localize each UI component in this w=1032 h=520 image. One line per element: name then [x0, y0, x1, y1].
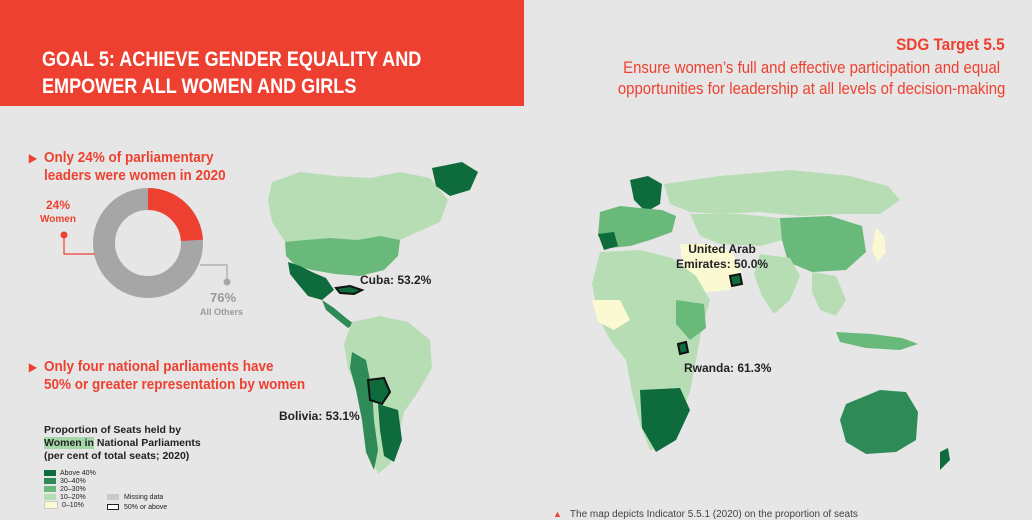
greenland-shape [432, 162, 478, 196]
callout-uae: United Arab Emirates: 50.0% [676, 242, 768, 272]
argentina-shape [378, 404, 402, 462]
legend-items: Above 40% 30–40% 20–30% 10–20% 0–10% [44, 469, 96, 509]
cuba-shape [334, 284, 365, 296]
indonesia-shape [836, 332, 918, 350]
legend-item-label: Above 40% [60, 469, 96, 477]
callout-uae-line2: Emirates: 50.0% [676, 257, 769, 271]
others-leader-line [200, 264, 228, 282]
legend-missing-row: Missing data [107, 492, 167, 502]
legend-title-line3: (per cent of total seats; 2020) [44, 450, 190, 462]
mexico-shape [288, 262, 334, 300]
women-leader-dot [60, 231, 68, 239]
legend-swatch [44, 478, 56, 484]
callout-cuba: Cuba: 53.2% [360, 273, 432, 287]
donut-others-label: All Others [200, 307, 244, 317]
canada-shape [268, 172, 448, 242]
others-leader-dot [223, 278, 231, 286]
rwanda-shape [676, 340, 690, 356]
donut-women-segment [93, 188, 203, 298]
australia-shape [840, 390, 918, 454]
bullet-arrow-icon: ▶ [28, 360, 38, 374]
sdg-target-label: SDG Target 5.5 [896, 35, 1005, 54]
spain-shape [598, 232, 618, 250]
donut-others-percent: 76% [210, 290, 237, 305]
legend-swatch [44, 494, 56, 500]
china-shape [780, 216, 866, 272]
callout-bolivia: Bolivia: 53.1% [279, 409, 360, 423]
legend-missing-label: Missing data [124, 493, 164, 501]
legend-extra: Missing data 50% or above [107, 492, 167, 512]
callout-rwanda: Rwanda: 61.3% [684, 361, 772, 375]
southern-africa-shape [640, 388, 690, 452]
legend-swatch [44, 486, 56, 492]
legend-outline-swatch [107, 504, 119, 510]
legend-swatch [44, 501, 58, 509]
donut-chart [60, 188, 231, 298]
southeast-asia-shape [812, 272, 846, 316]
legend-item: 20–30% [44, 485, 96, 493]
legend-swatch [44, 470, 56, 476]
stat2-line1: Only four national parliaments have [44, 358, 274, 375]
goal-title-line1: GOAL 5: ACHIEVE GENDER EQUALITY AND [42, 48, 422, 71]
russia-shape [664, 170, 900, 216]
stat1-line2: leaders were women in 2020 [44, 167, 226, 184]
legend-item-label: 30–40% [60, 477, 86, 485]
central-america-shape [322, 300, 354, 328]
target-text-line1: Ensure women’s full and effective partic… [622, 58, 1000, 77]
stat-parliaments-50pct: ▶ Only four national parliaments have 50… [29, 358, 306, 394]
legend-item: 10–20% [44, 493, 96, 501]
legend-item: 0–10% [44, 501, 96, 509]
target-text-line2: opportunities for leadership at all leve… [617, 79, 1005, 98]
west-africa-shape [592, 300, 630, 330]
footnote-text: The map depicts Indicator 5.5.1 (2020) o… [569, 509, 858, 520]
japan-shape [872, 228, 886, 262]
east-africa-shape [676, 300, 706, 340]
scandinavia-shape [630, 176, 662, 212]
goal-banner [0, 0, 524, 106]
stat-parliament-leaders: ▶ Only 24% of parliamentary leaders were… [29, 149, 226, 185]
legend-outline-label: 50% or above [124, 503, 168, 511]
bullet-arrow-icon: ▶ [28, 151, 38, 165]
goal-title-line2: EMPOWER ALL WOMEN AND GIRLS [42, 75, 357, 98]
stat1-line1: Only 24% of parliamentary [44, 149, 214, 166]
donut-women-percent: 24% [46, 198, 71, 212]
legend-title-highlight: Women in [44, 437, 94, 449]
women-leader-line [63, 235, 95, 255]
legend-item-label: 20–30% [60, 485, 86, 493]
new-zealand-shape [940, 448, 950, 470]
legend-title: Proportion of Seats held by Women in Nat… [44, 424, 201, 463]
uae-shape [728, 272, 744, 288]
legend-item-label: 10–20% [60, 493, 86, 501]
goal-title: GOAL 5: ACHIEVE GENDER EQUALITY AND EMPO… [42, 46, 421, 100]
central-asia-shape [690, 214, 790, 246]
sdg-target-description: Ensure women’s full and effective partic… [617, 57, 1005, 99]
legend-title-line2-rest: National Parliaments [93, 437, 201, 449]
legend-title-line1: Proportion of Seats held by [44, 424, 182, 436]
bolivia-shape [366, 376, 392, 406]
india-shape [754, 254, 800, 314]
legend-item-label: 0–10% [62, 501, 84, 509]
footnote-triangle-icon: ▲ [553, 509, 562, 519]
callout-uae-line1: United Arab [688, 242, 756, 256]
donut-women-label: Women [40, 214, 76, 225]
legend-item: 30–40% [44, 477, 96, 485]
legend-missing-swatch [107, 494, 119, 500]
legend-outline-row: 50% or above [107, 502, 167, 512]
europe-shape [598, 206, 676, 248]
stat2-line2: 50% or greater representation by women [44, 376, 306, 393]
andes-shape [350, 352, 378, 470]
usa-shape [285, 236, 400, 276]
footnote: ▲ The map depicts Indicator 5.5.1 (2020) … [553, 509, 858, 520]
legend-item: Above 40% [44, 469, 96, 477]
